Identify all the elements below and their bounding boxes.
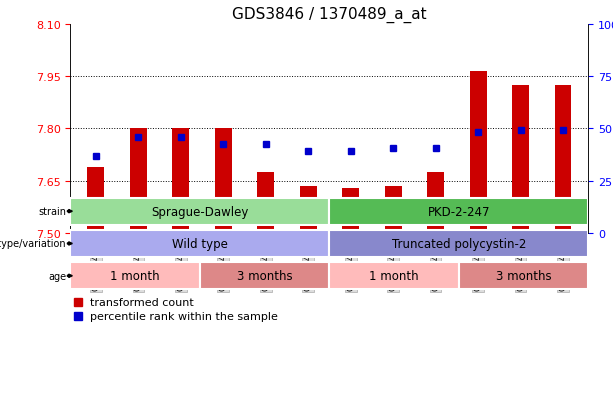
Text: Wild type: Wild type — [172, 237, 228, 250]
Text: percentile rank within the sample: percentile rank within the sample — [90, 311, 278, 321]
Bar — [70, 263, 200, 290]
Text: 1 month: 1 month — [370, 270, 419, 282]
Bar — [459, 263, 588, 290]
Bar — [70, 198, 330, 225]
Bar — [70, 230, 330, 257]
Bar — [385, 186, 402, 233]
Bar — [130, 129, 147, 233]
Text: 3 months: 3 months — [496, 270, 552, 282]
Text: 1 month: 1 month — [110, 270, 160, 282]
Bar — [88, 167, 104, 233]
Bar — [342, 188, 359, 233]
Bar — [300, 186, 317, 233]
Text: Sprague-Dawley: Sprague-Dawley — [151, 205, 249, 218]
Text: Truncated polycystin-2: Truncated polycystin-2 — [392, 237, 526, 250]
Bar — [330, 230, 588, 257]
Bar — [555, 85, 571, 233]
Bar — [330, 198, 588, 225]
Text: transformed count: transformed count — [90, 297, 194, 307]
Text: 3 months: 3 months — [237, 270, 292, 282]
Bar — [257, 173, 274, 233]
Text: age: age — [48, 271, 66, 281]
Bar — [215, 129, 232, 233]
Bar — [330, 263, 459, 290]
Text: strain: strain — [38, 206, 66, 217]
Bar — [470, 72, 487, 233]
Title: GDS3846 / 1370489_a_at: GDS3846 / 1370489_a_at — [232, 7, 427, 24]
Bar — [172, 129, 189, 233]
Bar — [512, 85, 529, 233]
Bar — [427, 173, 444, 233]
Bar — [200, 263, 330, 290]
Text: PKD-2-247: PKD-2-247 — [428, 205, 490, 218]
Text: genotype/variation: genotype/variation — [0, 239, 66, 249]
